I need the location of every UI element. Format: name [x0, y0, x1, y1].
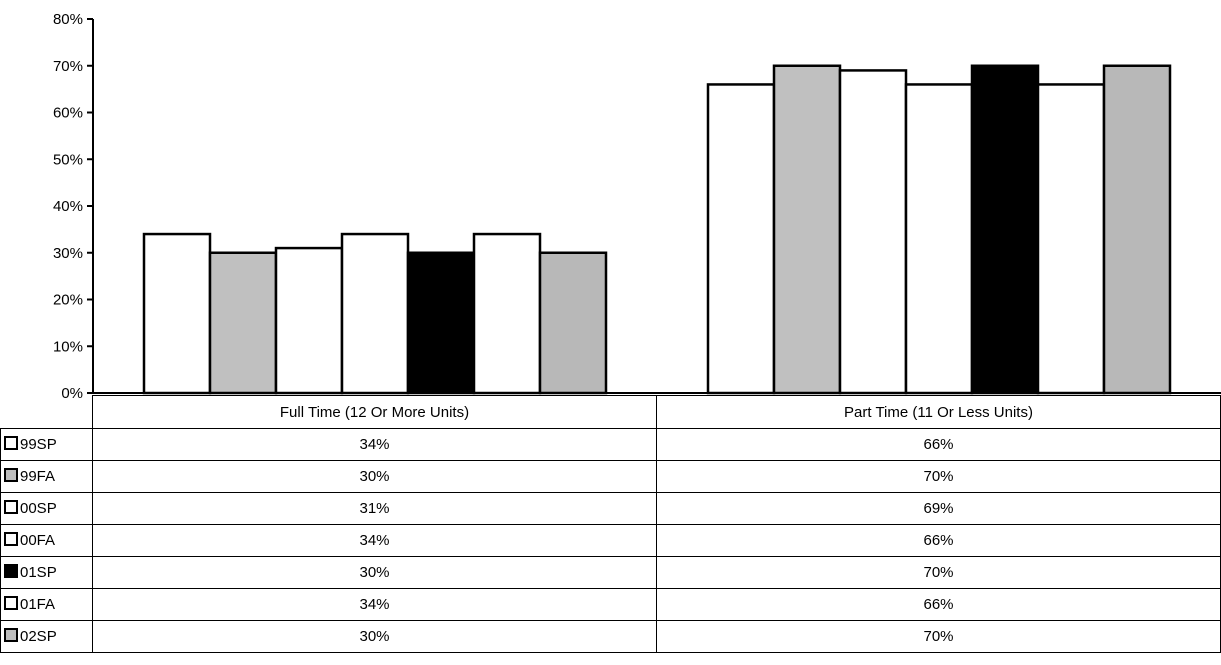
data-table: Full Time (12 Or More Units) Part Time (…: [0, 395, 1221, 653]
table-row: 00FA 34% 66%: [0, 524, 1221, 557]
y-tick-label: 80%: [53, 11, 83, 28]
value-cell: 66%: [656, 428, 1221, 461]
series-name: 00SP: [20, 500, 57, 517]
legend-key-icon: [4, 532, 18, 546]
y-axis-ticks: 0%10%20%30%40%50%60%70%80%: [53, 11, 93, 400]
value-cell: 66%: [656, 588, 1221, 621]
legend-key-icon: [4, 436, 18, 450]
value-cell: 69%: [656, 492, 1221, 525]
bar-00fa-full-time: [340, 232, 410, 395]
legend-key-icon: [4, 500, 18, 514]
legend-key-icon: [4, 468, 18, 482]
value-cell: 34%: [92, 428, 657, 461]
legend-key-icon: [4, 596, 18, 610]
table-row: 00SP 31% 69%: [0, 492, 1221, 525]
legend-entry: 99SP: [0, 428, 93, 461]
value-cell: 70%: [656, 620, 1221, 653]
legend-entry: 00SP: [0, 492, 93, 525]
y-tick-label: 30%: [53, 245, 83, 262]
bar-chart: 0%10%20%30%40%50%60%70%80%: [53, 11, 1221, 400]
bar-02sp-full-time: [538, 251, 608, 395]
table-row: 02SP 30% 70%: [0, 620, 1221, 653]
value-cell: 34%: [92, 524, 657, 557]
bar-01sp-full-time: [406, 251, 476, 395]
y-tick-label: 70%: [53, 58, 83, 75]
bar-99fa-full-time: [208, 251, 278, 395]
y-tick-label: 60%: [53, 105, 83, 122]
value-cell: 31%: [92, 492, 657, 525]
legend-entry: 02SP: [0, 620, 93, 653]
table-row: 01FA 34% 66%: [0, 588, 1221, 621]
y-tick-label: 10%: [53, 338, 83, 355]
bar-99fa-part-time: [772, 64, 842, 395]
table-corner: [0, 395, 93, 429]
value-cell: 30%: [92, 556, 657, 589]
series-name: 99SP: [20, 436, 57, 453]
value-cell: 70%: [656, 460, 1221, 493]
y-tick-label: 50%: [53, 151, 83, 168]
table-header-row: Full Time (12 Or More Units) Part Time (…: [0, 395, 1221, 429]
series-name: 99FA: [20, 468, 56, 485]
bar-01sp-part-time: [970, 64, 1040, 395]
bar-01fa-full-time: [472, 232, 542, 395]
legend-key-icon: [4, 628, 18, 642]
bar-00sp-part-time: [838, 69, 908, 395]
bar-00fa-part-time: [904, 83, 974, 395]
table-row: 99SP 34% 66%: [0, 428, 1221, 461]
bar-01fa-part-time: [1036, 83, 1106, 395]
table-row: 99FA 30% 70%: [0, 460, 1221, 493]
category-label: Full Time (12 Or More Units): [92, 395, 657, 429]
legend-entry: 99FA: [0, 460, 93, 493]
value-cell: 34%: [92, 588, 657, 621]
legend-entry: 01FA: [0, 588, 93, 621]
legend-entry: 00FA: [0, 524, 93, 557]
series-name: 01FA: [20, 596, 56, 613]
series-name: 01SP: [20, 564, 57, 581]
value-cell: 30%: [92, 460, 657, 493]
bar-99sp-part-time: [706, 83, 776, 395]
bar-99sp-full-time: [142, 232, 212, 395]
y-tick-label: 40%: [53, 198, 83, 215]
table-row: 01SP 30% 70%: [0, 556, 1221, 589]
series-name: 02SP: [20, 628, 57, 645]
bar-02sp-part-time: [1102, 64, 1172, 395]
legend-key-icon: [4, 564, 18, 578]
category-label: Part Time (11 Or Less Units): [656, 395, 1221, 429]
legend-entry: 01SP: [0, 556, 93, 589]
y-tick-label: 20%: [53, 292, 83, 309]
bars: [142, 64, 1172, 395]
bar-00sp-full-time: [274, 246, 344, 395]
value-cell: 66%: [656, 524, 1221, 557]
value-cell: 30%: [92, 620, 657, 653]
series-name: 00FA: [20, 532, 56, 549]
value-cell: 70%: [656, 556, 1221, 589]
